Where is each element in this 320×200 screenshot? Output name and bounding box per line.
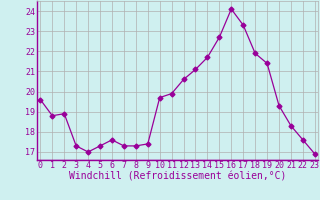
X-axis label: Windchill (Refroidissement éolien,°C): Windchill (Refroidissement éolien,°C)	[69, 172, 286, 182]
